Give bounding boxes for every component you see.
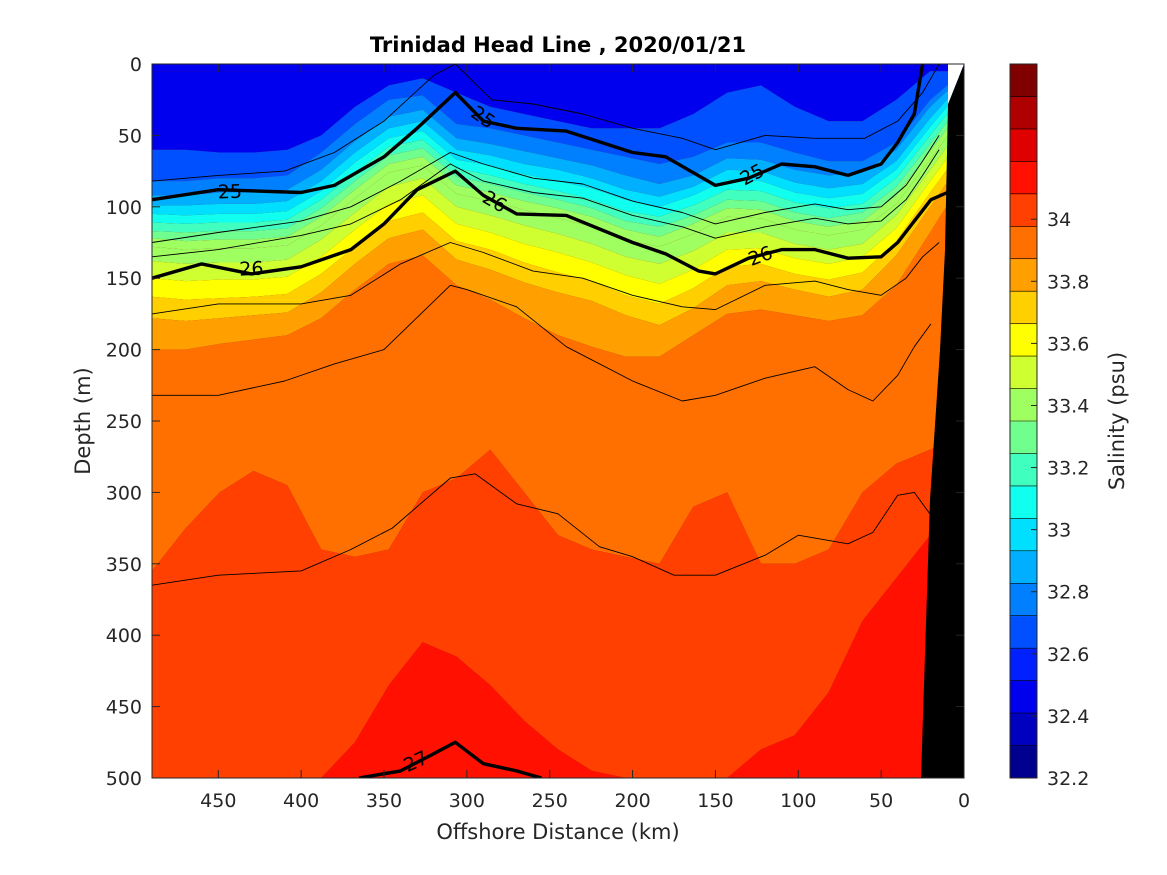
colorbar-swatch-12 xyxy=(1010,356,1037,390)
colorbar-tick-label-34: 34 xyxy=(1047,209,1071,231)
colorbar-swatch-7 xyxy=(1010,518,1037,552)
colorbar-tick-label-32.6: 32.6 xyxy=(1047,644,1089,666)
colorbar-swatch-20 xyxy=(1010,96,1037,130)
y-tick-label-150: 150 xyxy=(106,268,142,290)
y-tick-label-300: 300 xyxy=(106,482,142,504)
salinity-band-2 xyxy=(152,71,964,196)
y-tick-label-400: 400 xyxy=(106,625,142,647)
density-contour-27 xyxy=(358,740,542,778)
salinity-band-6 xyxy=(152,92,964,233)
salinity-band-10 xyxy=(152,124,964,284)
salinity-band-16 xyxy=(152,521,964,778)
x-tick-label-50: 50 xyxy=(869,790,893,812)
colorbar-swatch-6 xyxy=(1010,550,1037,584)
colorbar-swatch-18 xyxy=(1010,161,1037,195)
colorbar-tick-label-33.6: 33.6 xyxy=(1047,333,1089,355)
x-tick-label-400: 400 xyxy=(283,790,319,812)
colorbar-ticks: 32.2 32.4 32.6 32.8 33 33.2 33.4 33.6 33.8 34 xyxy=(1031,209,1089,790)
colorbar-swatch-14 xyxy=(1010,291,1037,325)
x-tick-label-0: 0 xyxy=(958,790,970,812)
colorbar-swatch-21 xyxy=(1010,64,1037,97)
colorbar-swatch-2 xyxy=(1010,680,1037,714)
colorbar-bands xyxy=(1010,64,1037,779)
y-tick-label-350: 350 xyxy=(106,554,142,576)
density-contour-thin-3 xyxy=(152,64,940,182)
y-tick-label-100: 100 xyxy=(106,197,142,219)
colorbar-swatch-5 xyxy=(1010,583,1037,617)
colorbar: 32.2 32.4 32.6 32.8 33 33.2 33.4 33.6 33.8 34 Sal… xyxy=(1009,63,1129,790)
colorbar-frame xyxy=(1009,63,1038,779)
colorbar-swatch-16 xyxy=(1010,226,1037,260)
x-tick-label-350: 350 xyxy=(366,790,402,812)
x-tick-label-150: 150 xyxy=(697,790,733,812)
salinity-band-14 xyxy=(152,178,964,571)
colorbar-tick-label-32.2: 32.2 xyxy=(1047,768,1089,790)
colorbar-swatch-15 xyxy=(1010,258,1037,292)
colorbar-swatch-9 xyxy=(1010,453,1037,487)
salinity-band-0 xyxy=(152,71,964,153)
colorbar-tick-label-33: 33 xyxy=(1047,520,1071,542)
y-tick-label-450: 450 xyxy=(106,697,142,719)
density-contour-thin-8 xyxy=(152,473,932,586)
colorbar-swatch-13 xyxy=(1010,323,1037,357)
y-axis: 0 50 100 150 200 250 300 350 400 450 500 xyxy=(106,54,964,790)
salinity-band-7 xyxy=(152,99,964,242)
density-contour-26 xyxy=(152,169,949,280)
x-tick-label-450: 450 xyxy=(200,790,236,812)
colorbar-tick-label-33.4: 33.4 xyxy=(1047,395,1089,417)
salinity-band-surface xyxy=(152,64,964,72)
x-tick-label-250: 250 xyxy=(532,790,568,812)
salinity-band-5 xyxy=(152,86,964,224)
density-contour-thin-5 xyxy=(152,149,940,258)
colorbar-tick-label-33.8: 33.8 xyxy=(1047,271,1089,293)
salinity-band-13 xyxy=(152,158,964,357)
colorbar-swatch-4 xyxy=(1010,615,1037,649)
bathymetry-mask xyxy=(921,64,964,778)
colorbar-tick-label-33.2: 33.2 xyxy=(1047,458,1089,480)
colorbar-swatch-0 xyxy=(1010,745,1037,779)
salinity-band-15 xyxy=(152,435,964,778)
salinity-band-11 xyxy=(152,135,964,304)
x-axis-label: Offshore Distance (km) xyxy=(436,820,679,844)
salinity-band-12 xyxy=(152,146,964,326)
chart-title: Trinidad Head Line , 2020/01/21 xyxy=(370,33,746,57)
y-axis-label: Depth (m) xyxy=(71,367,95,474)
colorbar-swatch-17 xyxy=(1010,193,1037,227)
x-tick-label-100: 100 xyxy=(780,790,816,812)
salinity-band-9 xyxy=(152,114,964,264)
colorbar-swatch-3 xyxy=(1010,648,1037,682)
colorbar-swatch-8 xyxy=(1010,485,1037,519)
density-contour-thin-4 xyxy=(152,135,940,243)
colorbar-swatch-10 xyxy=(1010,421,1037,454)
colorbar-tick-label-32.4: 32.4 xyxy=(1047,706,1089,728)
y-tick-label-500: 500 xyxy=(106,768,142,790)
shelf-white-wedge xyxy=(948,64,964,104)
y-tick-label-0: 0 xyxy=(130,54,142,76)
colorbar-tick-label-32.8: 32.8 xyxy=(1047,582,1089,604)
y-tick-label-200: 200 xyxy=(106,340,142,362)
contour-label-26: 26 xyxy=(239,258,264,281)
x-tick-label-300: 300 xyxy=(449,790,485,812)
x-tick-label-200: 200 xyxy=(614,790,650,812)
x-axis: 450 400 350 300 250 200 150 100 50 0 xyxy=(200,64,970,812)
y-tick-label-50: 50 xyxy=(118,125,142,147)
salinity-bands xyxy=(152,64,964,778)
colorbar-swatch-19 xyxy=(1010,128,1037,162)
density-contours xyxy=(152,64,949,778)
density-contour-thin-6 xyxy=(152,242,940,315)
contour-label-25: 25 xyxy=(217,181,242,204)
y-tick-label-250: 250 xyxy=(106,411,142,433)
colorbar-label: Salinity (psu) xyxy=(1105,352,1129,490)
density-contour-25 xyxy=(152,64,925,202)
density-contour-thin-7 xyxy=(152,284,932,402)
salinity-band-1 xyxy=(152,71,964,182)
colorbar-swatch-1 xyxy=(1010,713,1037,747)
